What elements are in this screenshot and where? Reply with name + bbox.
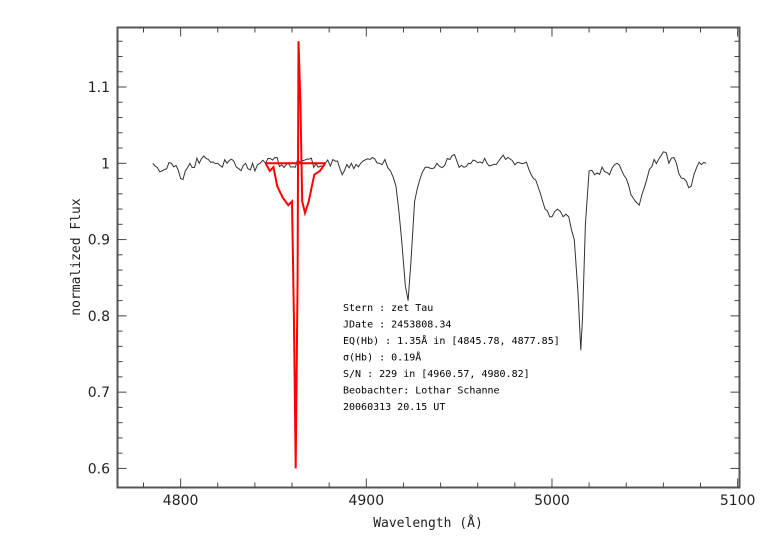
spectrum-line — [152, 151, 707, 351]
annotation-line: Stern : zet Tau — [343, 303, 433, 314]
y-tick-label: 0.8 — [88, 309, 110, 325]
annotation-line: Beobachter: Lothar Schanne — [343, 386, 500, 397]
y-tick-label: 0.9 — [88, 233, 110, 249]
y-tick-label: 1 — [101, 156, 110, 172]
x-tick-label: 5000 — [534, 493, 570, 509]
x-tick-label: 4800 — [163, 493, 199, 509]
annotation-line: σ(Hb) : 0.19Å — [343, 351, 421, 364]
annotation-line: S/N : 229 in [4960.57, 4980.82] — [343, 369, 530, 380]
data-series — [152, 41, 707, 469]
y-tick-label: 0.7 — [88, 385, 110, 401]
axis-ticks — [117, 27, 740, 488]
x-tick-label: 5100 — [720, 493, 756, 509]
annotation-box: Stern : zet Tau JDate : 2453808.34 EQ(Hb) … — [343, 303, 560, 413]
x-tick-label: 4900 — [348, 493, 384, 509]
y-tick-label: 1.1 — [88, 80, 110, 96]
y-axis-title: normalized Flux — [69, 198, 84, 316]
x-tick-labels: 4800 4900 5000 5100 — [163, 493, 756, 509]
annotation-line: EQ(Hb) : 1.35Å in [4845.78, 4877.85] — [343, 334, 560, 347]
x-axis-title: Wavelength (Å) — [373, 515, 483, 531]
annotation-line: JDate : 2453808.34 — [343, 320, 451, 331]
plot-frame — [116, 26, 741, 489]
y-tick-labels: 0.6 0.7 0.8 0.9 1 1.1 — [88, 80, 110, 477]
y-tick-label: 0.6 — [88, 461, 110, 477]
hb-fit-line — [264, 41, 327, 469]
annotation-line: 20060313 20.15 UT — [343, 402, 445, 413]
